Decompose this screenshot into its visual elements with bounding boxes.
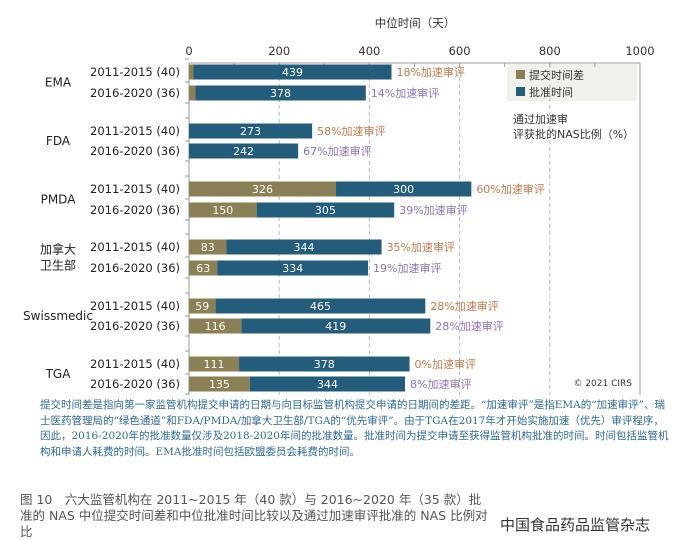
x-tick-label: 0: [185, 44, 192, 58]
approval-value-label: 344: [294, 241, 315, 254]
approval-value-label: 378: [314, 358, 335, 371]
period-label: 2016-2020 (36): [90, 377, 180, 391]
gap-value-label: 116: [205, 320, 226, 333]
legend-swatch: [516, 87, 525, 96]
period-label: 2016-2020 (36): [90, 86, 180, 100]
approval-value-label: 242: [233, 145, 254, 158]
approval-bar: [336, 181, 472, 197]
approval-value-label: 305: [315, 204, 336, 217]
period-label: 2011-2015 (40): [90, 65, 180, 79]
gap-value-label: 83: [201, 241, 215, 254]
figure-caption: 图 10 六大监管机构在 2011~2015 年（40 款）与 2016~202…: [20, 492, 488, 539]
period-label: 2011-2015 (40): [90, 299, 180, 313]
agency-label: PMDA: [41, 193, 77, 207]
gap-bar: [189, 356, 240, 372]
period-label: 2011-2015 (40): [90, 182, 180, 196]
approval-value-label: 378: [270, 87, 291, 100]
agency-label: EMA: [45, 76, 72, 90]
gap-value-label: 326: [252, 183, 273, 196]
watermark: 中国食品药品监管杂志: [500, 516, 651, 534]
approval-bar: [226, 239, 382, 255]
period-label: 2011-2015 (40): [90, 240, 180, 254]
legend-note: 评获批的NAS比例（%）: [513, 127, 634, 141]
gap-value-label: 63: [196, 262, 210, 275]
approval-value-label: 273: [240, 125, 261, 138]
gap-bar: [189, 376, 250, 392]
gap-bar: [189, 64, 194, 80]
approval-bar: [256, 202, 395, 218]
approval-value-label: 344: [317, 378, 338, 391]
period-label: 2016-2020 (36): [90, 261, 180, 275]
accelerated-pct-label: 39%加速审评: [399, 203, 467, 217]
legend-label: 批准时间: [529, 85, 573, 99]
accelerated-pct-label: 18%加速审评: [396, 65, 464, 79]
gap-value-label: 59: [195, 300, 209, 313]
agency-label: 加拿大: [40, 242, 76, 257]
gap-value-label: 150: [212, 204, 233, 217]
period-label: 2011-2015 (40): [90, 357, 180, 371]
x-tick-label: 800: [539, 44, 561, 58]
approval-bar: [215, 298, 426, 314]
period-label: 2016-2020 (36): [90, 319, 180, 333]
agency-label: TGA: [45, 367, 72, 381]
x-axis-title: 中位时间（天）: [375, 16, 456, 30]
gap-bar: [189, 85, 196, 101]
accelerated-pct-label: 67%加速审评: [303, 144, 371, 158]
approval-value-label: 439: [282, 66, 303, 79]
period-label: 2016-2020 (36): [90, 203, 180, 217]
approval-bar: [189, 143, 299, 159]
x-tick-label: 200: [268, 44, 290, 58]
legend-label: 提交时间差: [529, 68, 584, 82]
approval-bar: [249, 376, 406, 392]
agency-label: 卫生部: [40, 258, 76, 273]
accelerated-pct-label: 28%加速审评: [430, 299, 498, 313]
period-label: 2016-2020 (36): [90, 144, 180, 158]
approval-bar: [217, 260, 369, 276]
legend-note: 通过加速审: [513, 112, 568, 126]
gap-bar: [189, 260, 218, 276]
accelerated-pct-label: 8%加速审评: [410, 377, 471, 391]
gap-bar: [189, 181, 337, 197]
legend-swatch: [516, 70, 525, 79]
x-tick-label: 400: [358, 44, 380, 58]
approval-bar: [189, 123, 313, 139]
approval-value-label: 419: [325, 320, 346, 333]
chart-footnote: 提交时间差是指向第一家监管机构提交申请的日期与向目标监管机构提交申请的日期间的差…: [40, 399, 669, 458]
gap-value-label: 111: [204, 358, 225, 371]
agency-label: FDA: [46, 134, 71, 148]
x-tick-label: 1000: [625, 44, 654, 58]
copyright: © 2021 CIRS: [573, 379, 632, 389]
period-label: 2011-2015 (40): [90, 124, 180, 138]
legend-box: [507, 64, 637, 101]
gap-bar: [189, 202, 257, 218]
approval-bar: [239, 356, 410, 372]
x-tick-label: 600: [449, 44, 471, 58]
approval-value-label: 300: [393, 183, 414, 196]
accelerated-pct-label: 28%加速审评: [435, 319, 503, 333]
agency-label: Swissmedic: [23, 309, 93, 323]
accelerated-pct-label: 35%加速审评: [387, 240, 455, 254]
gap-value-label: 135: [209, 378, 230, 391]
accelerated-pct-label: 0%加速审评: [415, 357, 476, 371]
approval-value-label: 334: [282, 262, 303, 275]
approval-value-label: 465: [310, 300, 331, 313]
gap-bar: [189, 318, 242, 334]
accelerated-pct-label: 60%加速审评: [476, 182, 544, 196]
accelerated-pct-label: 19%加速审评: [373, 261, 441, 275]
approval-bar: [241, 318, 431, 334]
approval-bar: [195, 85, 366, 101]
gap-bar: [189, 298, 216, 314]
accelerated-pct-label: 58%加速审评: [317, 124, 385, 138]
approval-bar: [193, 64, 392, 80]
accelerated-pct-label: 14%加速审评: [371, 86, 439, 100]
gap-bar: [189, 239, 227, 255]
